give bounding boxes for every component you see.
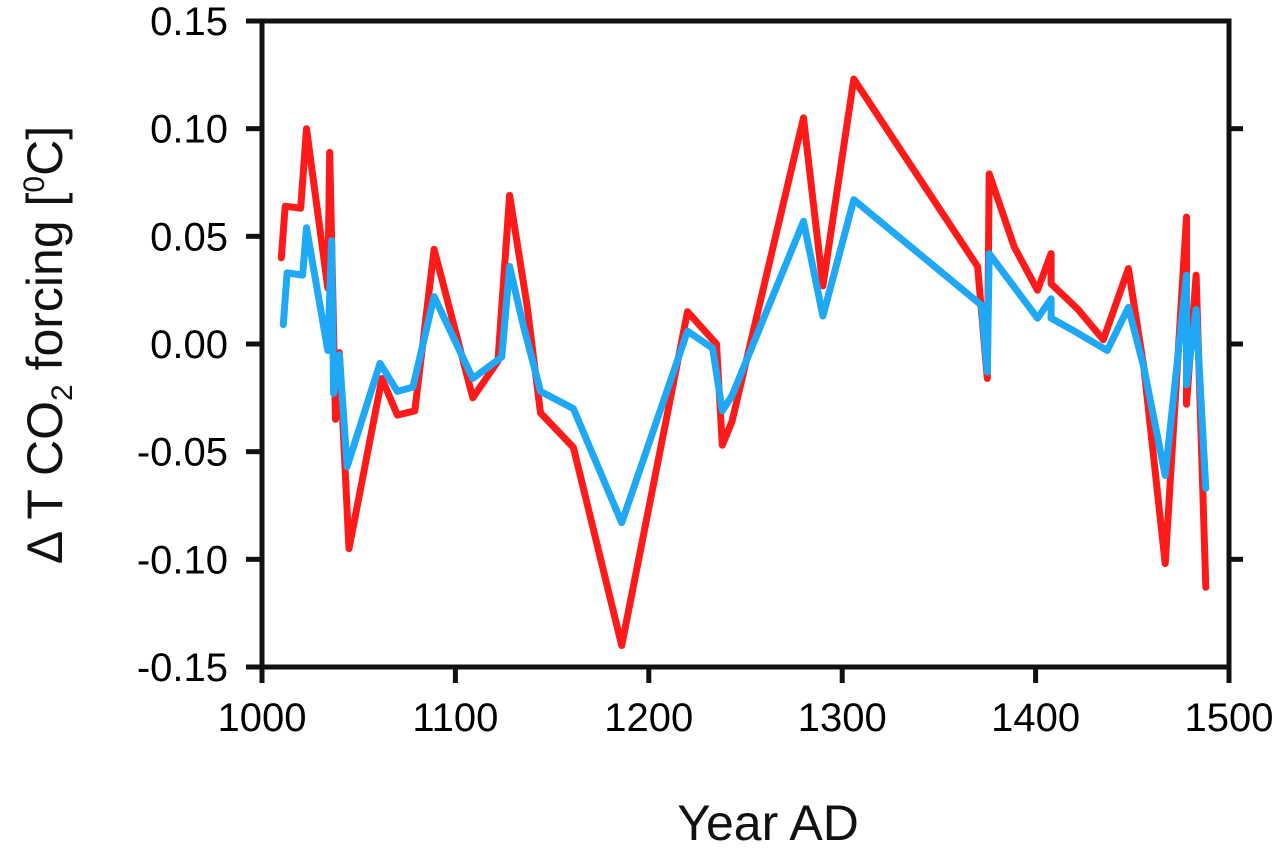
y-tick-label: 0.00 xyxy=(150,323,228,367)
tick-layer: 1000 1100 1200 1300 1400 1500 0.15 0.10 0.05 0.00… xyxy=(137,0,1274,740)
x-tick-label: 1000 xyxy=(218,696,307,740)
y-title-prefix: Δ T CO xyxy=(17,401,73,564)
x-tick-label: 1100 xyxy=(412,696,498,740)
x-tick-label: 1400 xyxy=(991,696,1080,740)
x-axis-title: Year AD xyxy=(677,795,859,848)
y-title-suffix: C] xyxy=(17,126,73,176)
y-title-subscript: 2 xyxy=(46,384,79,401)
y-tick-label: 0.05 xyxy=(150,215,228,259)
x-tick-label: 1500 xyxy=(1185,696,1274,740)
y-tick-label: 0.10 xyxy=(150,108,228,152)
y-tick-label: -0.10 xyxy=(137,538,228,582)
y-title-mid: forcing [ xyxy=(17,192,73,384)
y-axis-title: Δ T CO2 forcing [0C] xyxy=(17,126,79,564)
plot-frame xyxy=(259,18,1232,670)
y-tick-label: -0.05 xyxy=(137,431,228,475)
series-layer xyxy=(277,75,1210,649)
y-title-superscript: 0 xyxy=(18,176,51,193)
y-tick-label: 0.15 xyxy=(150,0,228,44)
x-tick-label: 1300 xyxy=(798,696,887,740)
series-line-blue xyxy=(279,196,1210,527)
y-tick-label: -0.15 xyxy=(137,646,228,690)
x-tick-label: 1200 xyxy=(604,696,693,740)
